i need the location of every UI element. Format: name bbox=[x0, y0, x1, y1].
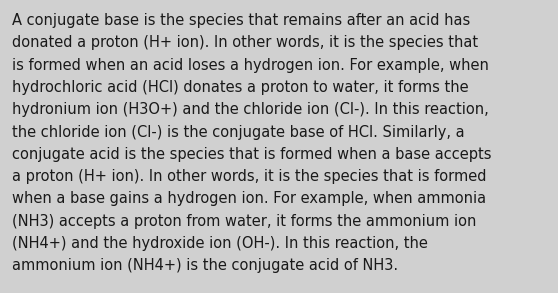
Text: hydronium ion (H3O+) and the chloride ion (Cl-). In this reaction,: hydronium ion (H3O+) and the chloride io… bbox=[12, 102, 489, 117]
Text: a proton (H+ ion). In other words, it is the species that is formed: a proton (H+ ion). In other words, it is… bbox=[12, 169, 487, 184]
Text: (NH4+) and the hydroxide ion (OH-). In this reaction, the: (NH4+) and the hydroxide ion (OH-). In t… bbox=[12, 236, 428, 251]
Text: conjugate acid is the species that is formed when a base accepts: conjugate acid is the species that is fo… bbox=[12, 147, 492, 162]
Text: (NH3) accepts a proton from water, it forms the ammonium ion: (NH3) accepts a proton from water, it fo… bbox=[12, 214, 477, 229]
Text: A conjugate base is the species that remains after an acid has: A conjugate base is the species that rem… bbox=[12, 13, 470, 28]
Text: is formed when an acid loses a hydrogen ion. For example, when: is formed when an acid loses a hydrogen … bbox=[12, 58, 489, 73]
Text: the chloride ion (Cl-) is the conjugate base of HCl. Similarly, a: the chloride ion (Cl-) is the conjugate … bbox=[12, 125, 465, 139]
Text: hydrochloric acid (HCl) donates a proton to water, it forms the: hydrochloric acid (HCl) donates a proton… bbox=[12, 80, 469, 95]
Text: donated a proton (H+ ion). In other words, it is the species that: donated a proton (H+ ion). In other word… bbox=[12, 35, 478, 50]
Text: ammonium ion (NH4+) is the conjugate acid of NH3.: ammonium ion (NH4+) is the conjugate aci… bbox=[12, 258, 398, 273]
Text: when a base gains a hydrogen ion. For example, when ammonia: when a base gains a hydrogen ion. For ex… bbox=[12, 191, 487, 206]
